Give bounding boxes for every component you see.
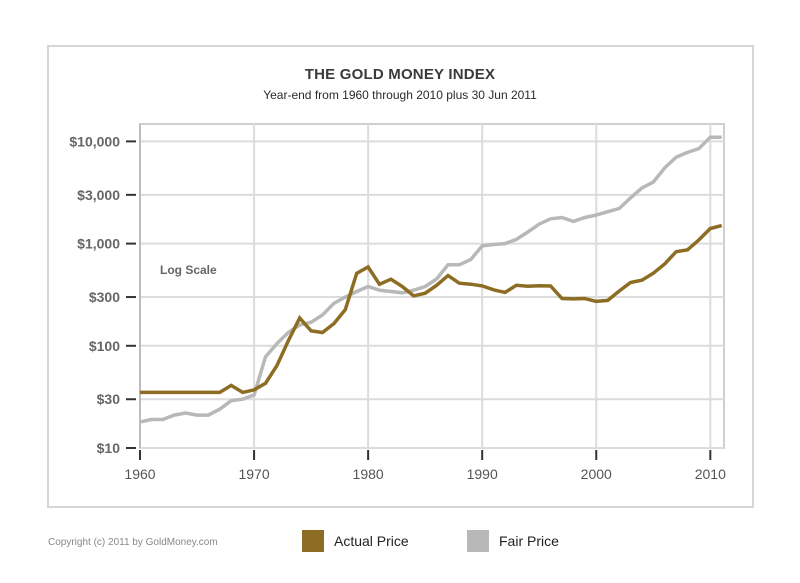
x-tick-label: 1990 [467, 466, 498, 482]
y-tick-label: $30 [97, 391, 121, 407]
x-tick-label: 2000 [581, 466, 612, 482]
y-tick-label: $300 [89, 289, 120, 305]
x-tick-label: 1960 [124, 466, 155, 482]
y-tick-label: $100 [89, 338, 120, 354]
series-line-fair-price [139, 135, 722, 424]
series-line-actual-price [140, 223, 723, 395]
y-tick-label: $3,000 [77, 187, 120, 203]
y-tick-label: $10 [97, 440, 121, 456]
legend-swatch-actual [302, 530, 324, 552]
copyright-text: Copyright (c) 2011 by GoldMoney.com [48, 537, 218, 548]
legend-item-actual: Actual Price [302, 530, 409, 552]
legend-label-actual: Actual Price [334, 533, 409, 549]
legend-item-fair: Fair Price [467, 530, 559, 552]
legend-swatch-fair [467, 530, 489, 552]
chart-subtitle: Year-end from 1960 through 2010 plus 30 … [263, 88, 537, 102]
x-tick-label: 1970 [238, 466, 269, 482]
legend-label-fair: Fair Price [499, 533, 559, 549]
x-tick-label: 2010 [695, 466, 726, 482]
log-scale-annotation: Log Scale [160, 263, 217, 277]
chart-frame [47, 45, 754, 508]
y-tick-label: $1,000 [77, 236, 120, 252]
x-tick-label: 1980 [353, 466, 384, 482]
chart-title: THE GOLD MONEY INDEX [304, 66, 496, 83]
y-tick-label: $10,000 [69, 133, 120, 149]
